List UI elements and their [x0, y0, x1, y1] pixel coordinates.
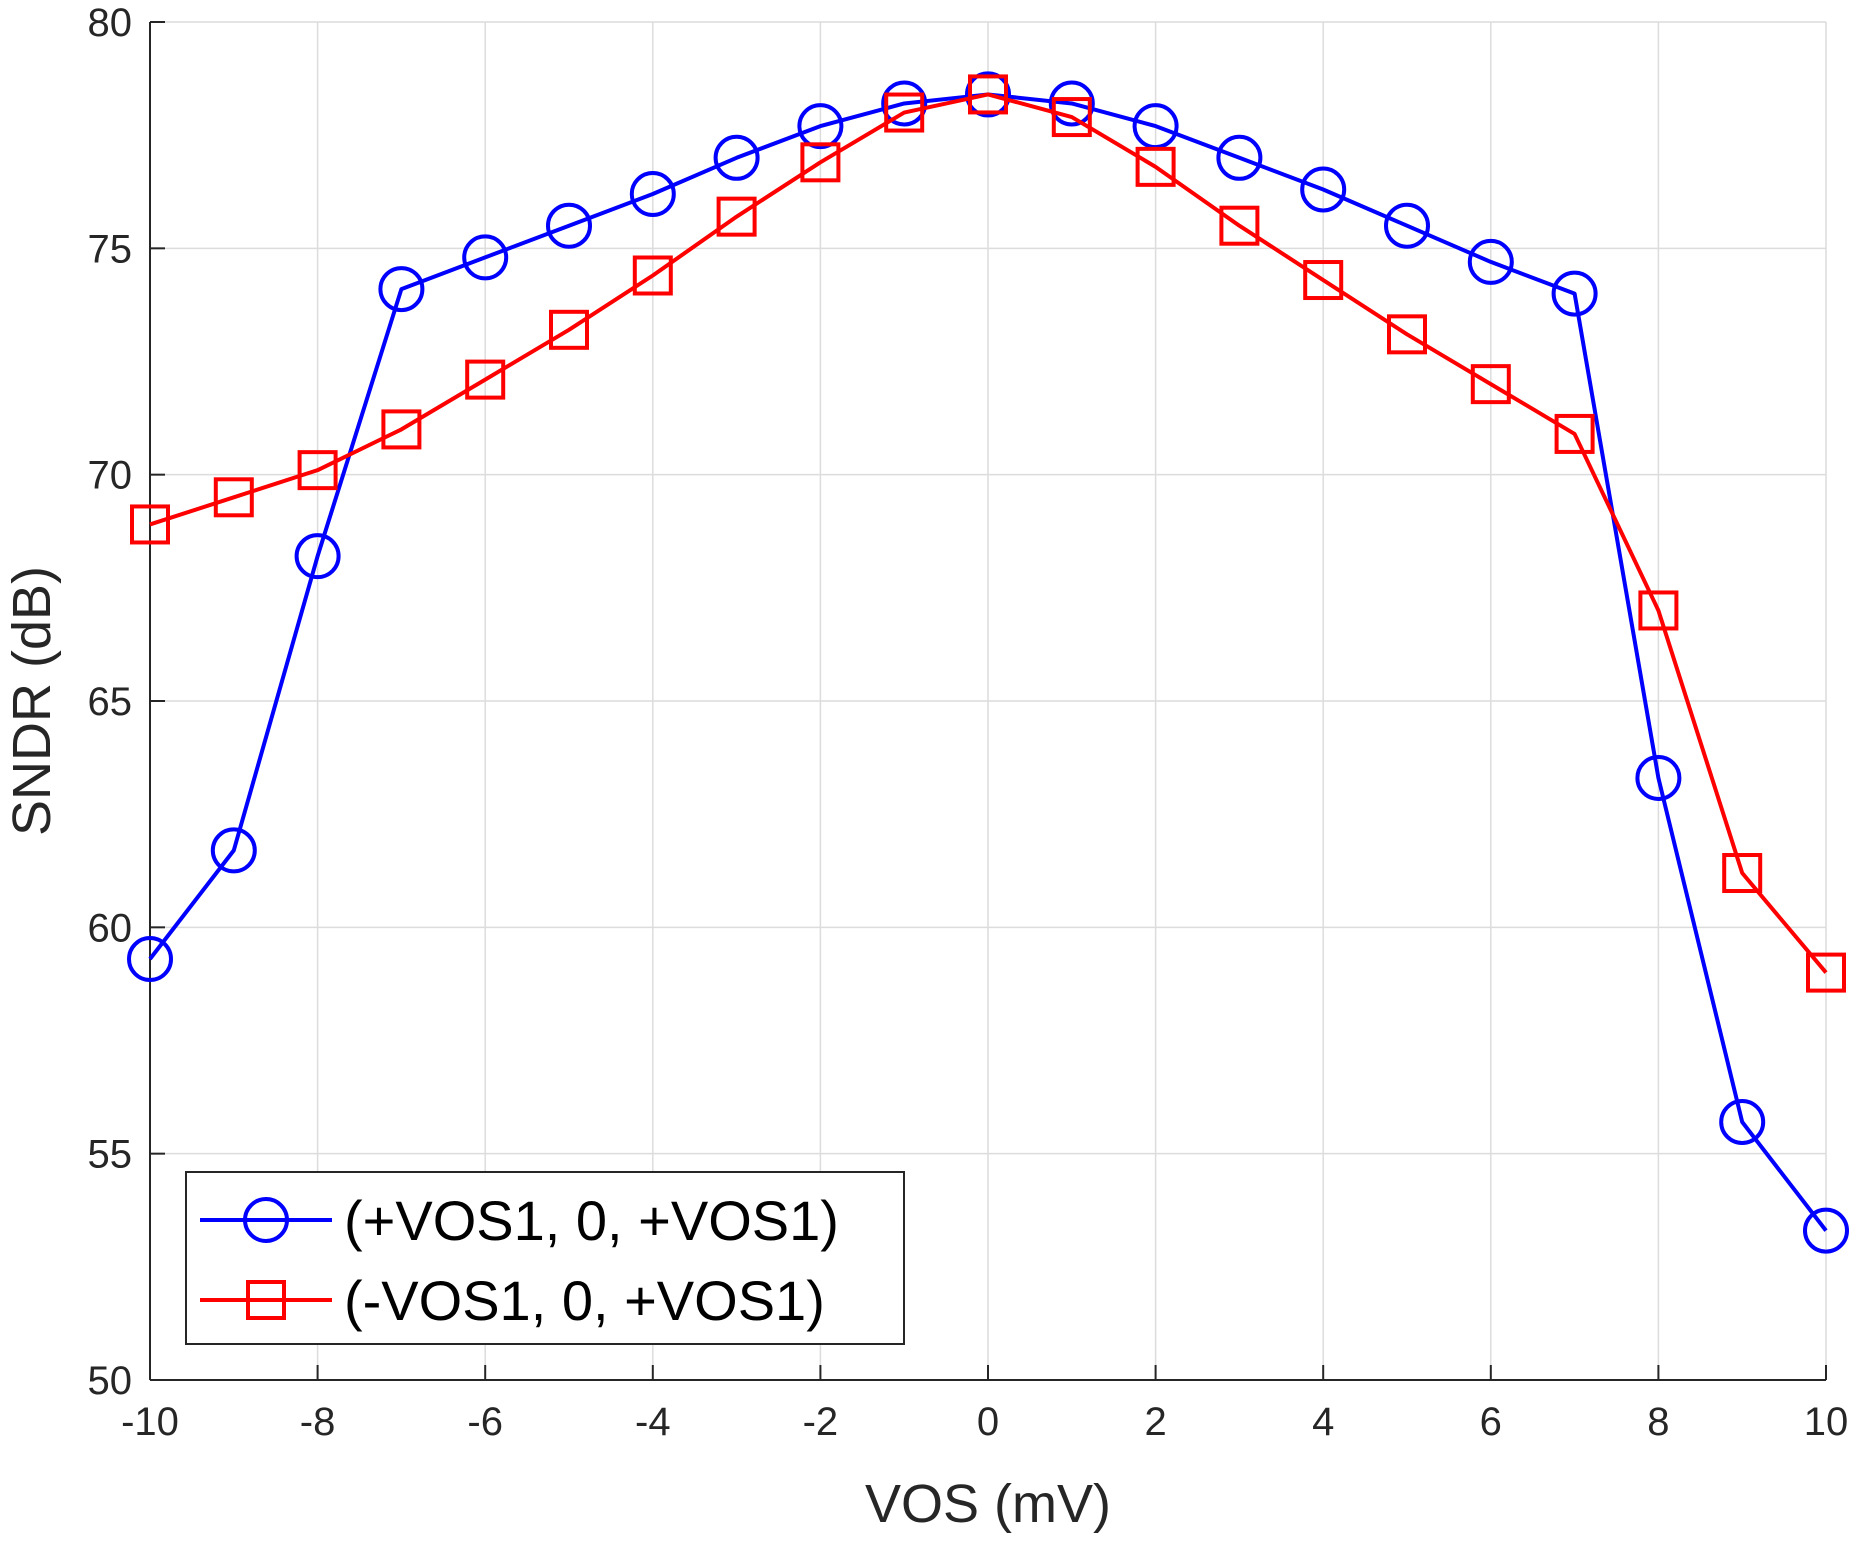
- series-2-square-point: [549, 309, 589, 350]
- series-2-square-point: [1638, 590, 1679, 631]
- series-1-circle-point: [378, 266, 425, 313]
- x-tick-label: 2: [1144, 1400, 1166, 1444]
- x-tick-label: -2: [803, 1400, 839, 1444]
- series-2-square-point: [1722, 853, 1763, 894]
- series-1-circle-point: [881, 80, 928, 127]
- legend-entry-series-1: (+VOS1, 0, +VOS1): [200, 1189, 839, 1252]
- legend-label-series-2: (-VOS1, 0, +VOS1): [344, 1269, 825, 1332]
- series-1-circle-point: [127, 936, 173, 983]
- series-1-circle-point: [1719, 1098, 1766, 1145]
- series-2-square-point: [1303, 260, 1344, 301]
- series-1-circle-point: [294, 533, 341, 580]
- x-axis-ticks: -10 -8 -6 -4 -2 0 2 4 6 8 10: [121, 1365, 1849, 1444]
- x-tick-label: 8: [1647, 1400, 1669, 1444]
- series-2-square-point: [1135, 146, 1176, 187]
- series-2-square-point: [1806, 952, 1846, 993]
- series-2-square-point: [213, 477, 254, 518]
- series-2-square-point: [1387, 314, 1427, 355]
- series-1-circle-point: [1635, 754, 1682, 801]
- y-tick-label: 75: [88, 227, 133, 271]
- series-2-square-point: [1051, 97, 1092, 138]
- series-2-square-point: [381, 409, 422, 450]
- series-1-circle-point: [629, 171, 676, 218]
- legend-entry-series-2: (-VOS1, 0, +VOS1): [200, 1269, 825, 1332]
- series-1-circle-point: [1216, 134, 1263, 181]
- x-tick-label: 0: [977, 1400, 999, 1444]
- y-axis-label: SNDR (dB): [2, 566, 62, 836]
- series-1-circle-point: [546, 202, 592, 249]
- series-2-line: [149, 92, 1828, 974]
- x-tick-label: -6: [467, 1400, 503, 1444]
- series-2-square-point: [1219, 205, 1260, 246]
- y-axis-ticks: 50 55 60 65 70 75 80: [88, 1, 165, 1403]
- x-tick-label: 10: [1804, 1400, 1849, 1444]
- series-2-square-point: [632, 255, 673, 296]
- series-2-square-point: [884, 92, 925, 133]
- series-1-circle-point: [1551, 270, 1598, 317]
- series-2-square-point: [1554, 413, 1595, 454]
- series-2: [130, 74, 1846, 993]
- series-1-circle-point: [713, 134, 760, 181]
- y-tick-label: 65: [88, 680, 133, 724]
- series-1-circle-point: [1384, 202, 1430, 249]
- series-1-circle-point: [797, 103, 844, 150]
- y-tick-label: 80: [88, 1, 133, 45]
- legend: (+VOS1, 0, +VOS1) (-VOS1, 0, +VOS1): [185, 1171, 905, 1345]
- series-2-square-point: [968, 74, 1008, 115]
- series-2-square-point: [716, 196, 757, 237]
- x-axis-label: VOS (mV): [865, 1474, 1111, 1534]
- y-tick-label: 70: [88, 454, 133, 498]
- series-1-circle-point: [1300, 166, 1347, 213]
- x-tick-label: -4: [635, 1400, 671, 1444]
- series-2-square-point: [1470, 364, 1511, 405]
- legend-box: [185, 1171, 905, 1345]
- legend-circle-marker: [243, 1197, 289, 1243]
- x-tick-label: 6: [1480, 1400, 1502, 1444]
- series-1-circle-point: [1048, 80, 1095, 127]
- x-tick-label: 4: [1312, 1400, 1334, 1444]
- series-1-circle-point: [462, 234, 509, 281]
- legend-square-marker: [246, 1280, 286, 1320]
- series-1-circle-point: [965, 71, 1011, 118]
- x-tick-label: -8: [300, 1400, 336, 1444]
- series-2-square-point: [297, 450, 338, 491]
- y-tick-label: 55: [88, 1133, 133, 1177]
- series-2-square-point: [465, 359, 506, 400]
- legend-label-series-1: (+VOS1, 0, +VOS1): [344, 1189, 839, 1252]
- x-tick-label: -10: [121, 1400, 179, 1444]
- series-layer: [127, 71, 1849, 1254]
- series-1-circle-point: [1467, 238, 1514, 285]
- y-tick-label: 50: [88, 1359, 133, 1403]
- series-1-circle-point: [1803, 1207, 1849, 1254]
- series-2-square-point: [800, 142, 841, 183]
- series-1-circle-point: [210, 827, 257, 874]
- series-2-square-point: [130, 504, 170, 545]
- y-tick-label: 60: [88, 906, 133, 950]
